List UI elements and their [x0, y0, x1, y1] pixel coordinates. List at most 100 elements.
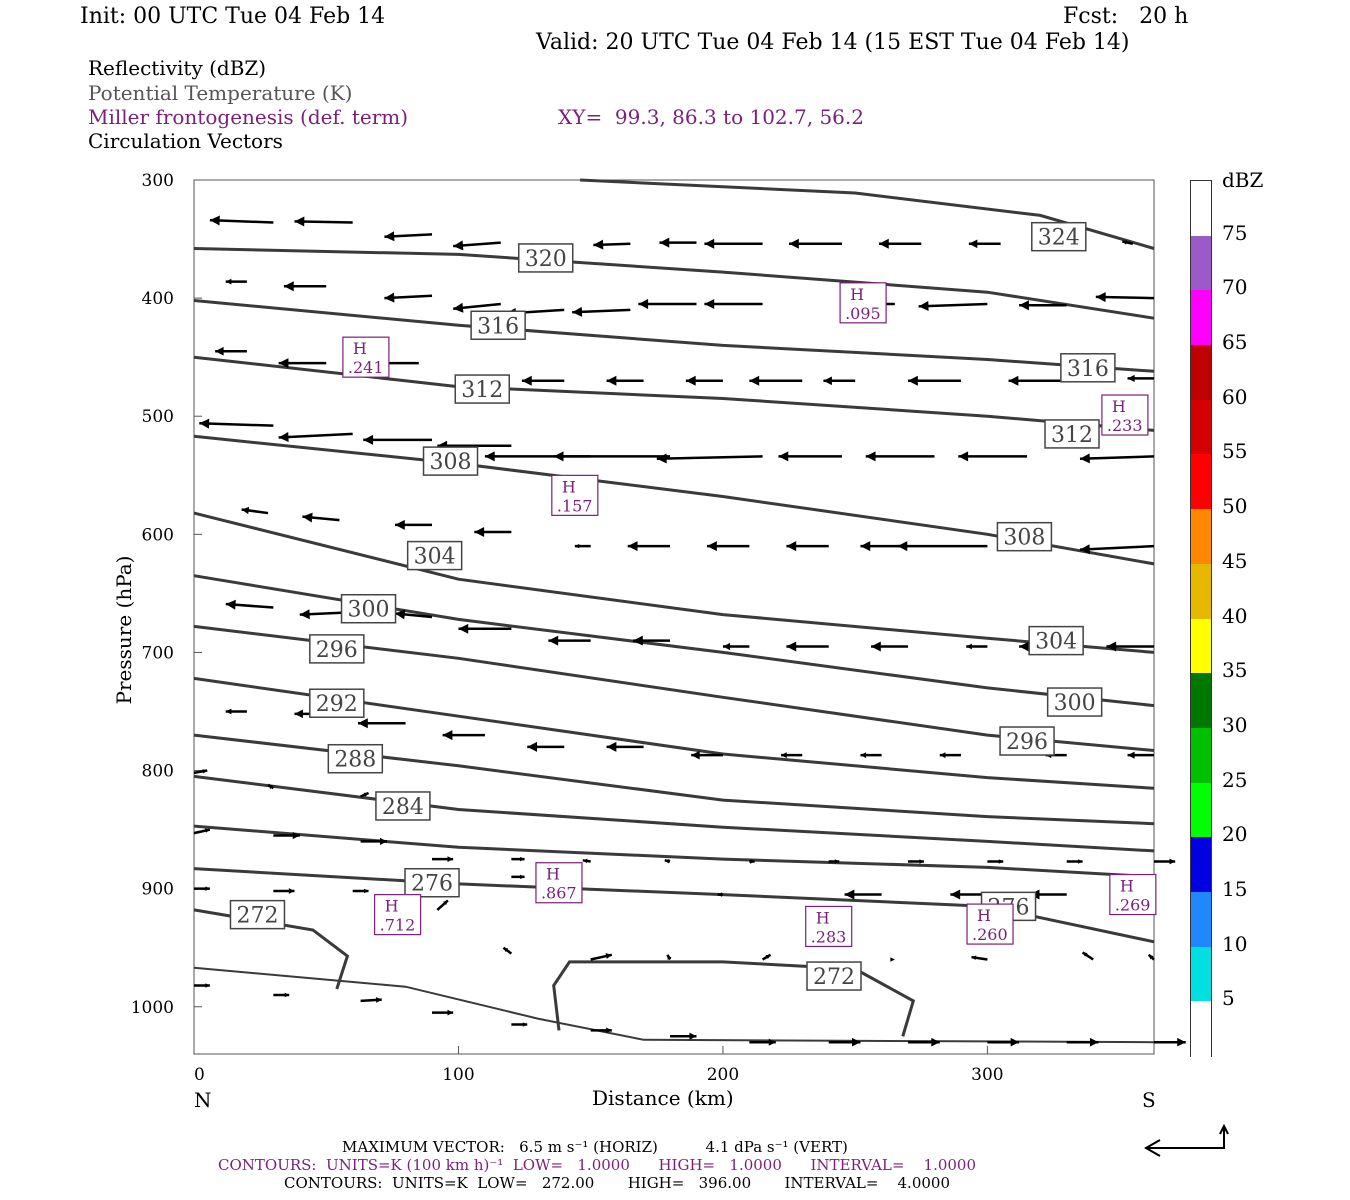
x-axis-label: Distance (km) [592, 1086, 734, 1110]
circulation-vector [860, 752, 882, 759]
theta-contour-268 [193, 966, 1155, 1044]
contour-label-292: 292 [309, 688, 365, 718]
circulation-vector [384, 292, 433, 303]
circulation-vector [194, 983, 210, 988]
svg-text:304: 304 [1035, 630, 1077, 655]
circulation-vector [193, 828, 211, 835]
contour-label-304: 304 [406, 540, 463, 571]
circulation-vector [786, 641, 829, 652]
circulation-vector [548, 635, 591, 646]
colorbar-segment [1191, 181, 1211, 237]
circulation-vector [453, 240, 501, 251]
reference-vector-icon [1143, 1123, 1229, 1157]
colorbar-label: 30 [1222, 712, 1248, 737]
circulation-vector [241, 506, 269, 515]
circulation-vector [273, 831, 300, 840]
circulation-vector [707, 541, 750, 552]
y-tick-label: 300 [142, 171, 174, 191]
circulation-vector [225, 599, 274, 610]
circulation-vector [1066, 859, 1083, 864]
svg-text:296: 296 [316, 638, 358, 663]
frontogenesis-high: H.712 [374, 894, 422, 936]
contour-label-276: 276 [404, 867, 460, 898]
circulation-vector [394, 519, 433, 530]
circulation-vector [193, 769, 208, 775]
frontogenesis-high: H.269 [1109, 873, 1157, 916]
circulation-vector [717, 892, 723, 897]
circulation-vector [865, 451, 935, 462]
frontogenesis-high-value: .157 [557, 496, 593, 515]
circulation-vector [659, 237, 697, 248]
forecast-hour: Fcst: 20 h [1063, 4, 1189, 29]
circulation-vector [1019, 300, 1067, 311]
circulation-vector [823, 376, 856, 386]
circulation-vectors [193, 215, 1186, 1047]
valid-time: Valid: 20 UTC Tue 04 Feb 14 (15 EST Tue … [536, 30, 1130, 55]
svg-text:308: 308 [430, 450, 472, 475]
circulation-vector [474, 526, 512, 537]
circulation-vector [664, 859, 671, 864]
circulation-vector [521, 375, 565, 386]
circulation-vector [918, 301, 988, 312]
circulation-vector [939, 752, 961, 759]
circulation-vector [666, 954, 672, 961]
svg-text:324: 324 [1038, 226, 1080, 251]
colorbar-label: 75 [1222, 220, 1248, 245]
circulation-vector [704, 238, 763, 249]
circulation-vector [1079, 453, 1155, 464]
svg-text:272: 272 [813, 965, 855, 990]
circulation-vector [1095, 292, 1155, 303]
circulation-vector [638, 299, 697, 310]
circulation-vector [987, 1037, 1020, 1047]
circulation-vector [908, 375, 961, 386]
svg-text:H: H [1112, 397, 1126, 416]
svg-text:284: 284 [382, 795, 424, 820]
reflectivity-colorbar [1190, 180, 1212, 1057]
legend-xy-endpoints: XY= 99.3, 86.3 to 102.7, 56.2 [558, 105, 864, 129]
legend-miller-frontogenesis: Miller frontogenesis (def. term) [88, 105, 409, 129]
circulation-vector [360, 837, 388, 846]
circulation-vector [1147, 953, 1155, 961]
svg-text:272: 272 [236, 904, 278, 929]
svg-text:316: 316 [1067, 357, 1109, 382]
contour-label-316: 316 [1060, 353, 1116, 383]
contour-label-312: 312 [454, 374, 511, 404]
x-tick-label: 100 [442, 1065, 474, 1085]
circulation-vector [294, 216, 353, 227]
circulation-vector [511, 1022, 528, 1027]
contour-label-300: 300 [340, 593, 397, 624]
colorbar-label: 60 [1222, 384, 1248, 409]
y-tick-label: 900 [142, 880, 174, 900]
colorbar-segment [1191, 563, 1211, 619]
circulation-vector [442, 730, 485, 741]
x-tick-label: 200 [707, 1065, 739, 1085]
colorbar-segment [1191, 891, 1211, 948]
circulation-vector [786, 541, 829, 552]
circulation-vector [606, 375, 644, 386]
circulation-vector [987, 859, 1004, 864]
svg-text:316: 316 [477, 314, 519, 339]
circulation-vector [225, 278, 247, 285]
frontogenesis-high: H.233 [1101, 394, 1149, 436]
svg-text:H: H [816, 908, 830, 927]
svg-text:H: H [850, 285, 864, 304]
circulation-vector [357, 718, 406, 729]
contour-label-296: 296 [309, 634, 365, 664]
circulation-vector [966, 643, 988, 650]
circulation-vector [572, 306, 631, 317]
svg-text:288: 288 [334, 748, 376, 773]
contour-label-324: 324 [1031, 221, 1087, 252]
colorbar-segment [1191, 673, 1211, 729]
colorbar-label: 45 [1222, 548, 1248, 573]
circulation-vector [828, 1037, 861, 1047]
circulation-vector [267, 783, 275, 790]
contour-label-304: 304 [1028, 625, 1084, 656]
x-tick-label: 0 [194, 1065, 205, 1085]
circulation-vector [283, 281, 327, 292]
circulation-vector [749, 1038, 776, 1046]
contour-labels: 3243203163163123123083083043043003002962… [229, 221, 1116, 991]
circulation-vector [384, 231, 433, 242]
colorbar-segment [1191, 837, 1211, 893]
circulation-vector [225, 708, 247, 715]
